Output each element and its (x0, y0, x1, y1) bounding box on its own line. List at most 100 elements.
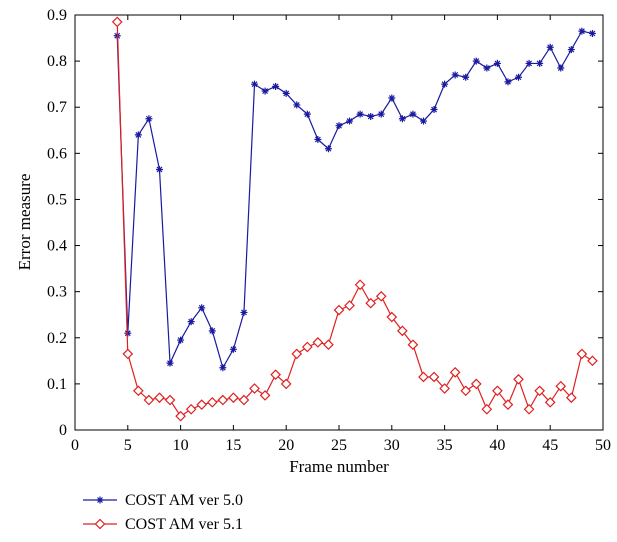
data-point (154, 392, 165, 404)
data-point (282, 89, 290, 97)
x-tick-label: 45 (542, 437, 558, 454)
data-point (217, 394, 229, 406)
data-point (259, 390, 271, 401)
data-point (124, 329, 132, 337)
data-point (502, 399, 514, 410)
data-point (419, 117, 427, 125)
data-point (534, 385, 545, 397)
data-point (145, 115, 153, 123)
data-point (451, 71, 459, 79)
data-point (261, 87, 269, 95)
data-point (557, 64, 565, 72)
series-layer (111, 16, 598, 422)
series-line (116, 30, 593, 370)
y-tick-label: 0.8 (47, 53, 67, 70)
data-point (291, 348, 303, 360)
y-tick-label: 0.3 (47, 284, 67, 301)
x-tick-label: 15 (225, 437, 241, 454)
data-point (228, 392, 239, 404)
data-point (175, 410, 186, 422)
y-axis: 0 0.1 0.2 0.3 0.4 0.5 0.6 0.7 0.8 0.9 (47, 7, 603, 439)
data-point (483, 64, 491, 72)
data-point (576, 348, 588, 360)
x-tick-label: 20 (278, 437, 294, 454)
data-point (312, 337, 324, 348)
data-point (198, 304, 206, 312)
data-point (449, 367, 461, 378)
data-point (567, 46, 575, 54)
data-point (166, 359, 174, 367)
y-tick-label: 0.2 (47, 330, 67, 347)
legend-label: COST AM ver 5.0 (125, 492, 243, 509)
y-tick-label: 0.9 (47, 7, 67, 24)
data-point (460, 385, 472, 397)
legend-marker (94, 518, 106, 530)
data-point (544, 396, 556, 408)
data-point (238, 394, 250, 406)
x-tick-label: 10 (173, 437, 189, 454)
data-point (354, 279, 366, 291)
x-tick-label: 40 (489, 437, 505, 454)
data-point (314, 136, 322, 143)
data-point (333, 304, 345, 316)
x-tick-label: 0 (71, 437, 79, 454)
data-point (111, 16, 123, 28)
data-point (356, 110, 364, 118)
data-point (122, 348, 134, 360)
y-tick-label: 0.6 (47, 145, 67, 162)
data-point (196, 399, 208, 410)
data-point (240, 308, 248, 316)
data-point (587, 355, 598, 367)
data-point (375, 290, 387, 302)
data-point (365, 297, 377, 309)
data-point (133, 385, 144, 397)
data-point (301, 341, 313, 353)
data-point (344, 300, 355, 311)
legend: COST AM ver 5.0 COST AM ver 5.1 (83, 492, 243, 533)
series-line (116, 21, 593, 417)
x-tick-label: 5 (124, 437, 132, 454)
data-point (493, 59, 501, 67)
data-point (303, 110, 311, 118)
data-point (515, 73, 523, 81)
data-point (270, 369, 281, 381)
data-point (219, 364, 227, 372)
data-point (177, 336, 185, 344)
data-point (409, 110, 417, 118)
legend-marker (96, 496, 104, 504)
data-point (472, 57, 480, 65)
y-tick-label: 0.1 (47, 376, 67, 393)
x-tick-label: 30 (384, 437, 400, 454)
data-point (293, 101, 301, 109)
series-2 (111, 16, 598, 422)
data-point (229, 345, 237, 353)
data-point (578, 27, 586, 35)
data-point (155, 165, 163, 173)
data-point (187, 318, 195, 326)
data-point (430, 106, 438, 114)
data-point (367, 112, 375, 120)
data-point (565, 392, 577, 404)
x-axis-title: Frame number (289, 457, 389, 476)
data-point (280, 378, 292, 390)
legend-label: COST AM ver 5.1 (125, 516, 243, 533)
data-point (546, 43, 554, 51)
plot-area (74, 14, 604, 431)
data-point (441, 80, 449, 88)
data-point (251, 80, 259, 88)
data-point (323, 339, 334, 351)
x-tick-label: 25 (331, 437, 347, 454)
data-point (206, 396, 218, 408)
data-point (504, 78, 512, 86)
y-tick-label: 0.4 (47, 238, 67, 255)
data-point (397, 325, 408, 337)
data-point (185, 403, 197, 415)
data-point (588, 29, 596, 37)
data-point (143, 394, 155, 406)
data-point (481, 403, 493, 415)
data-point (492, 385, 503, 397)
data-point (418, 371, 429, 383)
y-tick-label: 0.5 (47, 191, 67, 208)
y-tick-label: 0.7 (47, 99, 67, 116)
data-point (249, 383, 260, 394)
